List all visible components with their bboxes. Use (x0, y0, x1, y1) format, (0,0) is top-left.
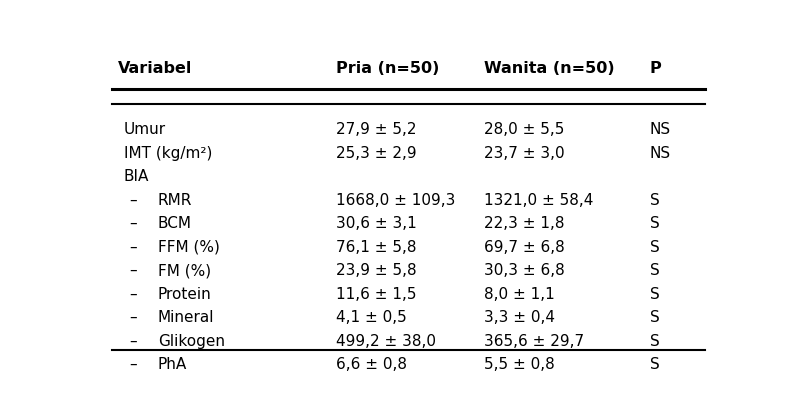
Text: Umur: Umur (124, 122, 166, 137)
Text: 69,7 ± 6,8: 69,7 ± 6,8 (484, 240, 565, 255)
Text: –: – (129, 216, 137, 231)
Text: S: S (650, 287, 660, 302)
Text: RMR: RMR (158, 193, 192, 208)
Text: BCM: BCM (158, 216, 191, 231)
Text: Pria (n=50): Pria (n=50) (336, 61, 440, 76)
Text: 1321,0 ± 58,4: 1321,0 ± 58,4 (484, 193, 593, 208)
Text: 499,2 ± 38,0: 499,2 ± 38,0 (336, 333, 436, 348)
Text: 23,9 ± 5,8: 23,9 ± 5,8 (336, 263, 417, 278)
Text: –: – (129, 333, 137, 348)
Text: 1668,0 ± 109,3: 1668,0 ± 109,3 (336, 193, 456, 208)
Text: S: S (650, 263, 660, 278)
Text: –: – (129, 287, 137, 302)
Text: S: S (650, 310, 660, 325)
Text: –: – (129, 357, 137, 372)
Text: 22,3 ± 1,8: 22,3 ± 1,8 (484, 216, 565, 231)
Text: BIA: BIA (124, 169, 149, 184)
Text: –: – (129, 240, 137, 255)
Text: S: S (650, 216, 660, 231)
Text: P: P (650, 61, 661, 76)
Text: 28,0 ± 5,5: 28,0 ± 5,5 (484, 122, 565, 137)
Text: FM (%): FM (%) (158, 263, 211, 278)
Text: Wanita (n=50): Wanita (n=50) (484, 61, 615, 76)
Text: 365,6 ± 29,7: 365,6 ± 29,7 (484, 333, 584, 348)
Text: S: S (650, 333, 660, 348)
Text: 25,3 ± 2,9: 25,3 ± 2,9 (336, 146, 417, 161)
Text: 30,3 ± 6,8: 30,3 ± 6,8 (484, 263, 565, 278)
Text: 11,6 ± 1,5: 11,6 ± 1,5 (336, 287, 417, 302)
Text: –: – (129, 263, 137, 278)
Text: FFM (%): FFM (%) (158, 240, 220, 255)
Text: Protein: Protein (158, 287, 211, 302)
Text: Glikogen: Glikogen (158, 333, 225, 348)
Text: NS: NS (650, 146, 671, 161)
Text: S: S (650, 240, 660, 255)
Text: 3,3 ± 0,4: 3,3 ± 0,4 (484, 310, 555, 325)
Text: 5,5 ± 0,8: 5,5 ± 0,8 (484, 357, 554, 372)
Text: S: S (650, 357, 660, 372)
Text: 27,9 ± 5,2: 27,9 ± 5,2 (336, 122, 417, 137)
Text: 6,6 ± 0,8: 6,6 ± 0,8 (336, 357, 407, 372)
Text: 23,7 ± 3,0: 23,7 ± 3,0 (484, 146, 565, 161)
Text: –: – (129, 310, 137, 325)
Text: –: – (129, 193, 137, 208)
Text: IMT (kg/m²): IMT (kg/m²) (124, 146, 212, 161)
Text: 4,1 ± 0,5: 4,1 ± 0,5 (336, 310, 407, 325)
Text: Variabel: Variabel (118, 61, 192, 76)
Text: Mineral: Mineral (158, 310, 214, 325)
Text: 30,6 ± 3,1: 30,6 ± 3,1 (336, 216, 417, 231)
Text: 8,0 ± 1,1: 8,0 ± 1,1 (484, 287, 554, 302)
Text: NS: NS (650, 122, 671, 137)
Text: PhA: PhA (158, 357, 187, 372)
Text: S: S (650, 193, 660, 208)
Text: 76,1 ± 5,8: 76,1 ± 5,8 (336, 240, 417, 255)
